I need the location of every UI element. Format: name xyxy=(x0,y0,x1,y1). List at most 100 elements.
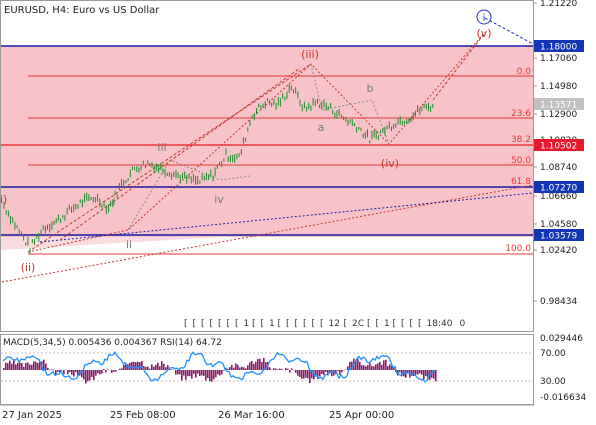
chart-title: EURUSD, H4: Euro vs US Dollar xyxy=(4,5,160,16)
macd-bar xyxy=(375,364,377,370)
indicator-tick-min: -0.016634 xyxy=(540,393,586,403)
macd-bar xyxy=(261,362,263,370)
macd-bar xyxy=(259,358,261,370)
toolbar-fragment[interactable]: [ xyxy=(320,319,324,329)
macd-bar xyxy=(287,368,289,370)
macd-bar xyxy=(73,370,75,377)
level-label-resistance-mid: 1.10502 xyxy=(540,142,577,152)
macd-bar xyxy=(141,361,143,370)
toolbar-fragment[interactable]: 1 xyxy=(384,319,390,329)
macd-bar xyxy=(9,360,11,370)
macd-bar xyxy=(43,359,45,370)
macd-bar xyxy=(337,370,339,372)
macd-bar xyxy=(133,361,135,370)
level-badge-resistance-mid: 1.10502 xyxy=(534,139,584,152)
macd-bar xyxy=(191,370,193,379)
toolbar-fragment[interactable]: 18:40 xyxy=(427,319,453,329)
macd-bar xyxy=(3,367,5,370)
macd-bar xyxy=(89,370,91,381)
macd-bar xyxy=(373,366,375,370)
toolbar-fragment[interactable]: [ xyxy=(401,319,405,329)
toolbar-fragment[interactable]: [ xyxy=(210,319,214,329)
toolbar-fragment[interactable]: [ xyxy=(344,319,348,329)
macd-bar xyxy=(417,370,419,375)
macd-bar xyxy=(263,357,265,370)
toolbar-fragment[interactable]: [ xyxy=(376,319,380,329)
toolbar-fragment[interactable]: [ xyxy=(295,319,299,329)
macd-bar xyxy=(215,370,217,378)
macd-bar xyxy=(207,370,209,378)
macd-bar xyxy=(45,363,47,370)
toolbar-fragment[interactable]: [ xyxy=(278,319,282,329)
toolbar-fragment[interactable]: [ xyxy=(410,319,414,329)
level-badge-resistance-top: 1.18000 xyxy=(534,40,584,53)
macd-bar xyxy=(385,359,387,370)
macd-bar xyxy=(325,370,327,373)
macd-bar xyxy=(295,370,297,373)
macd-bar xyxy=(331,370,333,377)
price-candles xyxy=(3,84,434,254)
macd-bar xyxy=(131,361,133,370)
macd-bar xyxy=(349,361,351,370)
toolbar-fragment[interactable]: [ xyxy=(227,319,231,329)
macd-bar xyxy=(391,365,393,370)
macd-bar xyxy=(245,368,247,370)
macd-bar xyxy=(101,370,103,374)
wave-label-ii-paren: (ii) xyxy=(21,261,36,274)
toolbar-fragment[interactable]: 12 xyxy=(329,319,340,329)
macd-bar xyxy=(339,370,341,375)
macd-bar xyxy=(149,368,151,370)
macd-bar xyxy=(67,370,69,375)
macd-bar xyxy=(397,370,399,376)
toolbar-fragment[interactable]: [ xyxy=(201,319,205,329)
wave-label-i-circle: i xyxy=(483,13,486,24)
wave-label-iii: iii xyxy=(157,141,166,154)
fib-label-61-8: 61.8 xyxy=(511,177,531,187)
toolbar-fragment[interactable]: [ xyxy=(303,319,307,329)
wave-label-iii-paren: (iii) xyxy=(301,48,319,61)
macd-bar xyxy=(379,361,381,370)
toolbar-fragment[interactable]: [ xyxy=(218,319,222,329)
macd-bar xyxy=(425,370,427,376)
rsi-line xyxy=(2,351,436,383)
macd-bar xyxy=(411,370,413,376)
macd-bar xyxy=(235,363,237,370)
toolbar-fragment[interactable]: [ xyxy=(393,319,397,329)
toolbar-fragment[interactable]: 1 xyxy=(269,319,275,329)
toolbar-fragment[interactable]: [ xyxy=(261,319,265,329)
macd-bar xyxy=(237,364,239,370)
toolbar-fragment[interactable]: 2C xyxy=(352,319,364,329)
toolbar-fragment[interactable]: [ xyxy=(193,319,197,329)
indicator-panel: MACD(5,34,5) 0.005436 0.004367 RSI(14) 6… xyxy=(0,334,586,405)
macd-bar xyxy=(307,370,309,379)
macd-bar xyxy=(155,365,157,370)
macd-bar xyxy=(19,362,21,370)
time-label-0: 27 Jan 2025 xyxy=(2,410,62,421)
macd-bar xyxy=(361,365,363,370)
toolbar-fragment[interactable]: [ xyxy=(367,319,371,329)
macd-bar xyxy=(275,368,277,370)
macd-bar xyxy=(175,370,177,375)
macd-bar xyxy=(177,370,179,375)
toolbar-fragment[interactable]: [ xyxy=(184,319,188,329)
macd-bar xyxy=(303,370,305,379)
level-label-resistance-top: 1.18000 xyxy=(540,43,577,53)
macd-bar xyxy=(111,370,113,373)
macd-bar xyxy=(93,370,95,380)
toolbar-fragment[interactable]: [ xyxy=(286,319,290,329)
toolbar-fragment[interactable]: 0 xyxy=(460,319,466,329)
macd-bar xyxy=(231,364,233,370)
toolbar-fragment[interactable]: [ xyxy=(235,319,239,329)
macd-bar xyxy=(241,366,243,370)
macd-bar xyxy=(85,370,87,384)
object-toolbar[interactable]: [[[[[[[1[[1[[[[[[12[2C[[1[[[[18:40 0 xyxy=(184,319,466,329)
toolbar-fragment[interactable]: 1 xyxy=(244,319,250,329)
indicator-label: MACD(5,34,5) 0.005436 0.004367 RSI(14) 6… xyxy=(3,338,222,348)
toolbar-fragment[interactable]: [ xyxy=(418,319,422,329)
toolbar-fragment[interactable]: [ xyxy=(312,319,316,329)
time-label-3: 25 Apr 00:00 xyxy=(329,410,394,421)
macd-bar xyxy=(239,367,241,370)
macd-bar xyxy=(63,370,65,375)
toolbar-fragment[interactable]: [ xyxy=(252,319,256,329)
macd-bar xyxy=(365,366,367,370)
